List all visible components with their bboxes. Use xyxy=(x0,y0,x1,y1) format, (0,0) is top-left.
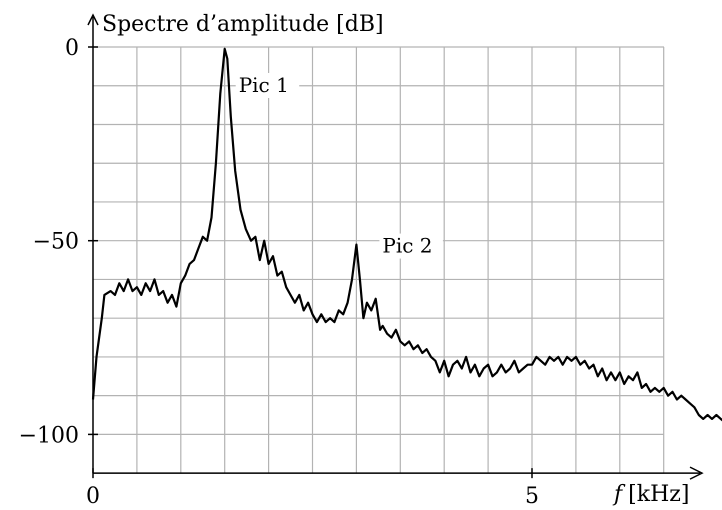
y-axis-label: Spectre d’amplitude [dB] xyxy=(102,12,384,37)
y-tick-label: 0 xyxy=(65,36,79,61)
y-axis-arrow xyxy=(87,13,99,26)
y-tick-label: −50 xyxy=(33,230,79,255)
annotation-background xyxy=(235,73,300,98)
x-axis-unit: [kHz] xyxy=(628,482,689,507)
annotation-background xyxy=(379,233,443,259)
x-tick-label: 0 xyxy=(86,484,100,509)
spectrum-line xyxy=(91,47,722,422)
ticks: 0−50−1000510 xyxy=(19,36,539,509)
grid xyxy=(93,46,665,474)
x-axis-label: f [kHz] xyxy=(612,482,689,507)
x-axis-symbol: f xyxy=(612,482,626,507)
x-axis-arrow xyxy=(689,466,704,480)
x-tick-label: 5 xyxy=(525,484,539,509)
annotations: Pic 1 Pic 2 xyxy=(235,73,443,259)
y-tick-label: −100 xyxy=(19,423,79,448)
peak-annotation: Pic 2 xyxy=(382,234,432,258)
peak-annotation: Pic 1 xyxy=(239,73,289,97)
axis-labels: Spectre d’amplitude [dB] f [kHz] xyxy=(102,12,689,507)
